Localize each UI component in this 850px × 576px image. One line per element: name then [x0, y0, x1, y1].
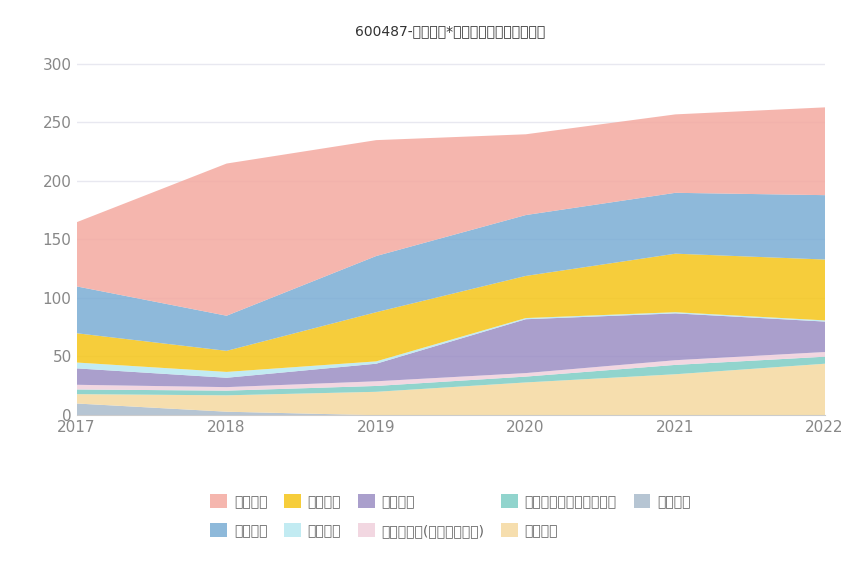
Legend: 短期借款, 应付票据, 应付账款, 预收款项, 合同负债, 其他应付款(含利息和股利), 一年内到期的非流动负债, 长期借款, 应付债券: 短期借款, 应付票据, 应付账款, 预收款项, 合同负债, 其他应付款(含利息和…: [210, 494, 691, 538]
Title: 600487-亨通光电*主要负债堆积图（亿元）: 600487-亨通光电*主要负债堆积图（亿元）: [355, 24, 546, 38]
